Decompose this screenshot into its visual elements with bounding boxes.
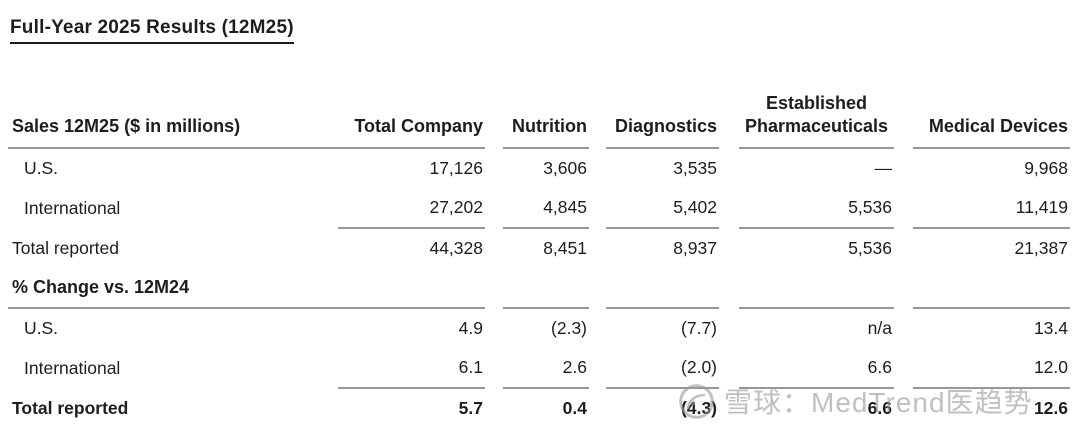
- results-table: Sales 12M25 ($ in millions) Total Compan…: [8, 86, 1070, 428]
- spacer: [485, 388, 503, 428]
- cell-value: 21,387: [913, 227, 1070, 268]
- spacer: [894, 228, 913, 268]
- spacer: [894, 348, 913, 388]
- cell-value: 17,126: [429, 158, 483, 178]
- spacer: [719, 86, 739, 148]
- spacer: [589, 148, 606, 188]
- column-header-sales: Sales 12M25 ($ in millions): [8, 86, 338, 149]
- column-header-established-pharmaceuticals: Established Pharmaceuticals: [739, 86, 894, 149]
- cell-value: 12.0: [1033, 357, 1068, 377]
- cell-value: 9,968: [1024, 158, 1068, 178]
- cell-value: (2.0): [681, 357, 717, 377]
- cell-value: 5,536: [848, 197, 892, 217]
- cell-value: 8,451: [503, 227, 589, 268]
- spacer: [589, 188, 606, 228]
- table-row-sales-international: International 27,202 4,845 5,402 5,536 1…: [8, 188, 1070, 228]
- cell-value: 4,845: [543, 197, 587, 217]
- cell-value: (4.3): [606, 387, 719, 428]
- cell-value: 2.6: [562, 357, 587, 377]
- spacer: [719, 348, 739, 388]
- spacer: [719, 148, 739, 188]
- row-label: Total reported: [12, 397, 129, 418]
- spacer: [485, 348, 503, 388]
- cell-value: 6.1: [458, 357, 483, 377]
- spacer: [485, 188, 503, 228]
- table-row-change-us: U.S. 4.9 (2.3) (7.7) n/a 13.4: [8, 307, 1070, 348]
- table-row-sales-us: U.S. 17,126 3,606 3,535 — 9,968: [8, 148, 1070, 188]
- spacer: [589, 388, 606, 428]
- column-header-nutrition: Nutrition: [503, 86, 589, 149]
- section-label: % Change vs. 12M24: [12, 277, 190, 297]
- spacer: [894, 188, 913, 228]
- spacer: [719, 228, 739, 268]
- cell-value: 6.6: [867, 357, 892, 377]
- column-header-total-company: Total Company: [338, 86, 485, 149]
- row-label: U.S.: [24, 158, 59, 178]
- cell-value: 8,937: [606, 227, 719, 268]
- cell-value: 44,328: [338, 227, 485, 268]
- cell-value: 3,535: [673, 158, 717, 178]
- cell-value: 3,606: [543, 158, 587, 178]
- column-header-diagnostics: Diagnostics: [606, 86, 719, 149]
- spacer: [485, 308, 503, 348]
- cell-value: 5.7: [338, 387, 485, 428]
- spacer: [894, 148, 913, 188]
- cell-value: (2.3): [503, 307, 589, 348]
- cell-value: 0.4: [503, 387, 589, 428]
- spacer: [894, 388, 913, 428]
- spacer: [589, 228, 606, 268]
- cell-value: (7.7): [606, 307, 719, 348]
- spacer: [719, 308, 739, 348]
- row-label: International: [24, 357, 121, 378]
- page-title: Full-Year 2025 Results (12M25): [10, 17, 294, 44]
- spacer: [589, 308, 606, 348]
- spacer: [485, 86, 503, 148]
- table-row-sales-total: Total reported 44,328 8,451 8,937 5,536 …: [8, 227, 1070, 268]
- row-label: International: [24, 197, 121, 218]
- table-row-change-international: International 6.1 2.6 (2.0) 6.6 12.0: [8, 348, 1070, 388]
- table-header-row: Sales 12M25 ($ in millions) Total Compan…: [8, 86, 1070, 149]
- cell-value: n/a: [739, 307, 894, 348]
- cell-value: 12.6: [913, 387, 1070, 428]
- spacer: [719, 388, 739, 428]
- section-header-change: % Change vs. 12M24: [8, 268, 1070, 308]
- row-label: Total reported: [12, 237, 120, 258]
- cell-value: 13.4: [913, 307, 1070, 348]
- spacer: [589, 348, 606, 388]
- spacer: [589, 86, 606, 148]
- cell-value: 27,202: [429, 197, 483, 217]
- spacer: [485, 228, 503, 268]
- cell-value: 6.6: [739, 387, 894, 428]
- cell-value: 5,536: [739, 227, 894, 268]
- table-row-change-total: Total reported 5.7 0.4 (4.3) 6.6 12.6: [8, 387, 1070, 428]
- spacer: [894, 308, 913, 348]
- spacer: [719, 188, 739, 228]
- row-label: U.S.: [8, 307, 338, 348]
- spacer: [894, 86, 913, 148]
- spacer: [485, 148, 503, 188]
- column-header-medical-devices: Medical Devices: [913, 86, 1070, 149]
- cell-value: 4.9: [338, 307, 485, 348]
- cell-value: 11,419: [1015, 197, 1068, 217]
- cell-value: —: [874, 158, 893, 178]
- cell-value: 5,402: [673, 197, 717, 217]
